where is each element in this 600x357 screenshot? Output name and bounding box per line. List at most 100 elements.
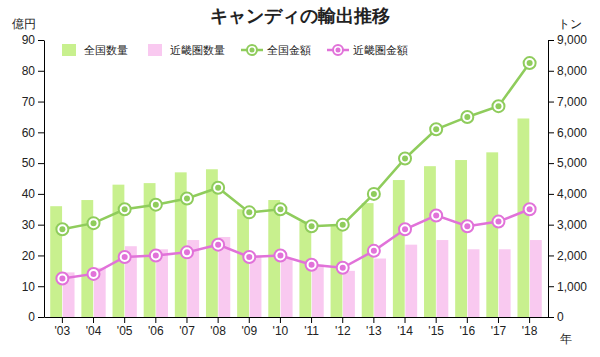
y-tick-mark bbox=[38, 132, 44, 133]
y-tick-label: 10 bbox=[22, 280, 36, 294]
x-tick-label: '05 bbox=[117, 324, 133, 338]
marker-dot bbox=[340, 265, 346, 271]
x-tick-mark bbox=[436, 317, 437, 323]
marker-ring bbox=[181, 193, 193, 205]
marker bbox=[461, 111, 473, 123]
marker bbox=[274, 249, 286, 261]
y-tick: 50 bbox=[22, 156, 44, 170]
y2-tick-label: 9,000 bbox=[557, 33, 587, 47]
bar bbox=[424, 166, 436, 317]
y-tick: 10 bbox=[22, 280, 44, 294]
marker-dot bbox=[527, 60, 533, 66]
y2-tick-mark bbox=[548, 40, 554, 41]
marker-ring bbox=[243, 206, 255, 218]
marker-ring bbox=[461, 111, 473, 123]
marker bbox=[337, 219, 349, 231]
marker-dot bbox=[402, 226, 408, 232]
marker-ring bbox=[492, 216, 504, 228]
x-tick: '07 bbox=[179, 317, 195, 338]
y2-tick: 4,000 bbox=[548, 187, 587, 201]
marker-ring bbox=[368, 245, 380, 257]
legend-item: 近畿圏金額 bbox=[327, 44, 408, 57]
marker-dot bbox=[91, 220, 97, 226]
marker-dot bbox=[464, 223, 470, 229]
x-tick-mark bbox=[186, 317, 187, 323]
legend-marker bbox=[333, 45, 343, 55]
y-tick: 60 bbox=[22, 126, 44, 140]
marker bbox=[430, 123, 442, 135]
y2-tick-label: 1,000 bbox=[557, 280, 587, 294]
marker-dot bbox=[340, 222, 346, 228]
marker bbox=[306, 259, 318, 271]
marker bbox=[181, 246, 193, 258]
x-tick-label: '06 bbox=[148, 324, 164, 338]
marker-dot bbox=[527, 206, 533, 212]
y-tick: 90 bbox=[22, 33, 44, 47]
x-axis-title: 年 bbox=[560, 332, 572, 346]
marker-dot bbox=[59, 226, 65, 232]
x-tick-mark bbox=[124, 317, 125, 323]
x-tick: '18 bbox=[522, 317, 538, 338]
line bbox=[62, 63, 529, 229]
x-tick: '08 bbox=[210, 317, 226, 338]
y-tick-mark bbox=[38, 163, 44, 164]
marker-ring bbox=[88, 217, 100, 229]
y2-tick-label: 0 bbox=[557, 310, 564, 324]
marker-dot bbox=[246, 209, 252, 215]
legend-marker bbox=[247, 45, 257, 55]
bar bbox=[362, 203, 374, 317]
marker-dot bbox=[215, 185, 221, 191]
marker bbox=[56, 223, 68, 235]
marker bbox=[399, 152, 411, 164]
marker-ring bbox=[274, 249, 286, 261]
x-tick: '03 bbox=[55, 317, 71, 338]
y-tick-label: 40 bbox=[22, 187, 36, 201]
marker-dot bbox=[59, 276, 65, 282]
y-tick-label: 50 bbox=[22, 156, 36, 170]
y-tick: 0 bbox=[28, 310, 44, 324]
bar bbox=[486, 152, 498, 317]
y2-tick-label: 3,000 bbox=[557, 218, 587, 232]
x-tick-label: '15 bbox=[428, 324, 444, 338]
x-tick-mark bbox=[93, 317, 94, 323]
marker-dot bbox=[277, 206, 283, 212]
bar bbox=[499, 249, 511, 317]
x-tick-mark bbox=[529, 317, 530, 323]
marker bbox=[243, 251, 255, 263]
markers bbox=[56, 57, 535, 235]
marker-dot bbox=[495, 219, 501, 225]
x-tick-mark bbox=[311, 317, 312, 323]
marker-ring bbox=[150, 199, 162, 211]
x-tick-mark bbox=[249, 317, 250, 323]
y2-tick-mark bbox=[548, 194, 554, 195]
x-tick: '04 bbox=[86, 317, 102, 338]
x-tick-label: '14 bbox=[397, 324, 413, 338]
y2-tick: 7,000 bbox=[548, 95, 587, 109]
y2-tick: 5,000 bbox=[548, 156, 587, 170]
x-tick-label: '03 bbox=[55, 324, 71, 338]
line bbox=[62, 209, 529, 278]
y2-tick: 9,000 bbox=[548, 33, 587, 47]
marker bbox=[88, 268, 100, 280]
marker-ring bbox=[306, 259, 318, 271]
x-tick-mark bbox=[155, 317, 156, 323]
y-tick: 20 bbox=[22, 249, 44, 263]
legend-item: 全国金額 bbox=[241, 44, 311, 57]
y2-tick-mark bbox=[548, 71, 554, 72]
y-tick: 40 bbox=[22, 187, 44, 201]
x-tick: '15 bbox=[428, 317, 444, 338]
y2-axis-line bbox=[548, 41, 549, 318]
y2-axis: 01,0002,0003,0004,0005,0006,0007,0008,00… bbox=[548, 33, 587, 324]
marker bbox=[430, 209, 442, 221]
x-tick: '05 bbox=[117, 317, 133, 338]
bar-series bbox=[63, 237, 542, 317]
marker bbox=[181, 193, 193, 205]
x-tick-label: '10 bbox=[273, 324, 289, 338]
x-tick: '17 bbox=[491, 317, 507, 338]
x-tick-label: '11 bbox=[304, 324, 319, 338]
y2-tick-label: 6,000 bbox=[557, 126, 587, 140]
bar bbox=[530, 240, 542, 317]
y-tick-label: 0 bbox=[28, 310, 35, 324]
x-tick: '14 bbox=[397, 317, 413, 338]
x-tick-mark bbox=[342, 317, 343, 323]
